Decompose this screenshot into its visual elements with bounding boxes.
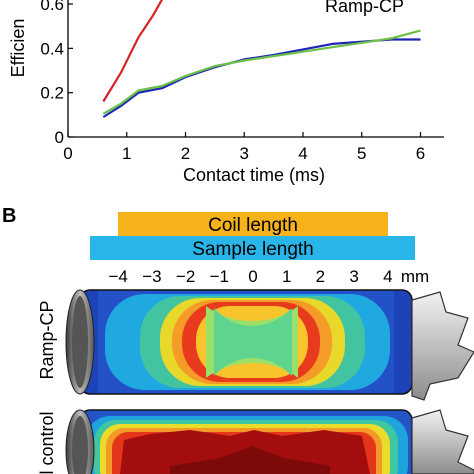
mm-unit-label: mm [401, 267, 429, 286]
sample-length-label: Sample length [192, 239, 313, 260]
panel-letter: B [2, 205, 16, 227]
y-ticks: 0 0.2 0.4 0.6 [40, 0, 73, 147]
x-tick-label: 2 [181, 144, 190, 163]
mm-tick-label: −3 [142, 267, 161, 286]
y-tick-label: 0.2 [40, 84, 64, 103]
ramp-cp-tube [65, 289, 474, 401]
pestle-icon [411, 409, 474, 474]
mm-tick-label: 4 [383, 267, 392, 286]
x-tick-label: 0 [63, 144, 72, 163]
mm-tick-label: 3 [349, 267, 358, 286]
row-label-control: al control [37, 411, 57, 474]
mm-tick-label: −4 [109, 267, 128, 286]
x-axis-title: Contact time (ms) [183, 165, 325, 185]
series-line-1 [102, 0, 163, 103]
mm-tick-label: 2 [316, 267, 325, 286]
mm-tick-label: −2 [176, 267, 195, 286]
coil-length-bar [118, 212, 388, 236]
pestle-icon [411, 291, 474, 401]
x-tick-label: 4 [298, 144, 307, 163]
coil-length-label: Coil length [208, 215, 298, 236]
mm-tick-label: −1 [210, 267, 229, 286]
x-tick-label: 5 [357, 144, 366, 163]
x-tick-label: 3 [240, 144, 249, 163]
y-axis-title: Efficien [8, 19, 28, 78]
x-tick-label: 1 [122, 144, 131, 163]
efficiency-chart: 0 0.2 0.4 0.6 0 1 2 3 4 5 6 Efficien Contact time… [8, 0, 444, 185]
series-annotation: Ramp-CP [325, 0, 404, 16]
coil-schematic: B Coil length Sample length −4 −3 −2 −1 0 1 2 3… [2, 205, 474, 474]
row-label-ramp-cp: Ramp-CP [37, 300, 57, 379]
mm-tick-label: 1 [282, 267, 291, 286]
sample-length-bar [90, 236, 415, 260]
plot-lines [102, 0, 421, 118]
x-tick-label: 6 [416, 144, 425, 163]
series-line-2 [102, 38, 421, 118]
control-tube [65, 409, 474, 474]
x-ticks: 0 1 2 3 4 5 6 [63, 132, 425, 163]
mm-tick-label: 0 [248, 267, 257, 286]
mm-scale: −4 −3 −2 −1 0 1 2 3 4 mm [109, 267, 430, 286]
series-line-3 [102, 29, 421, 115]
y-tick-label: 0.4 [40, 39, 64, 58]
y-tick-label: 0 [55, 128, 64, 147]
y-tick-label: 0.6 [40, 0, 64, 14]
